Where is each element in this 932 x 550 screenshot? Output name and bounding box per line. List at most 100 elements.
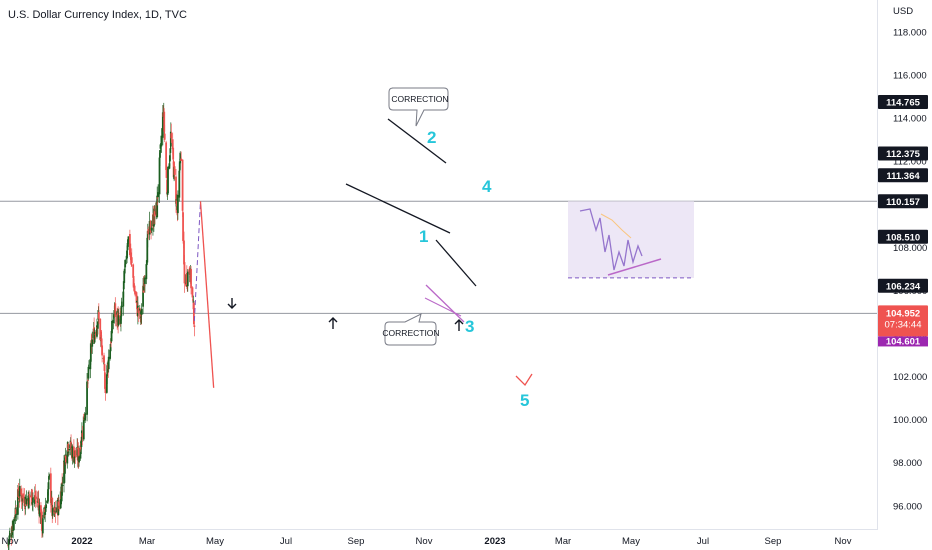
- candle: [44, 511, 47, 523]
- candle: [74, 447, 77, 458]
- time-tick-label: Nov: [416, 536, 433, 547]
- chart-title: U.S. Dollar Currency Index, 1D, TVC: [8, 9, 187, 21]
- candle: [157, 184, 160, 203]
- candle: [15, 504, 17, 516]
- level-tag: [878, 146, 928, 161]
- projection-pattern-box[interactable]: [568, 201, 694, 279]
- candle: [150, 220, 153, 234]
- candle: [47, 480, 50, 496]
- time-tick-label: Jul: [280, 536, 292, 547]
- projected-wave-5-arrowhead: [515, 373, 533, 387]
- candle: [111, 312, 113, 334]
- candle: [91, 331, 94, 354]
- candle: [182, 211, 184, 244]
- candle: [33, 496, 36, 507]
- time-tick-label: Mar: [139, 536, 155, 547]
- candle: [163, 124, 166, 143]
- candle: [61, 476, 64, 496]
- candle: [120, 314, 122, 332]
- candlestick-series: [7, 102, 196, 550]
- price-axis[interactable]: USD 118.000116.000114.000112.000110.0001…: [893, 6, 927, 512]
- wave-label-5[interactable]: 5: [520, 391, 529, 410]
- candle: [12, 518, 15, 539]
- last-price-tag: 104.952 07:34:44 104.601: [878, 305, 928, 347]
- candle: [144, 275, 146, 293]
- candle: [58, 500, 61, 512]
- callout-correction-top[interactable]: CORRECTION: [388, 87, 449, 127]
- time-tick-label: Sep: [348, 536, 365, 547]
- projection-pattern-trendline: [607, 258, 662, 276]
- candle: [107, 349, 110, 373]
- candle: [146, 223, 149, 248]
- time-tick-label: Nov: [835, 536, 852, 547]
- level-tag: [878, 95, 928, 110]
- candle: [84, 406, 87, 421]
- candle: [159, 143, 162, 152]
- candle: [40, 509, 43, 538]
- candle: [176, 190, 179, 220]
- wave-label-3[interactable]: 3: [465, 317, 474, 336]
- candle: [167, 165, 169, 195]
- level-tag-value: 110.157: [886, 197, 920, 208]
- candle: [170, 123, 173, 143]
- candle: [84, 413, 87, 423]
- lower-trendline-parallel[interactable]: [424, 297, 462, 317]
- candle: [28, 490, 31, 497]
- candle: [34, 484, 37, 504]
- trendlines[interactable]: [345, 118, 477, 323]
- price-tick-label: 100.000: [893, 415, 927, 426]
- candle: [156, 197, 159, 206]
- level-tag: [878, 229, 928, 244]
- candle: [35, 490, 38, 507]
- upper-trendline-a[interactable]: [387, 118, 447, 164]
- candle: [161, 104, 164, 146]
- candle: [183, 254, 186, 293]
- wave-label-1[interactable]: 1: [419, 227, 428, 246]
- candle: [103, 352, 105, 364]
- candle: [43, 505, 46, 518]
- candle: [20, 488, 23, 509]
- candle: [160, 128, 163, 153]
- price-tick-label: 118.000: [893, 27, 927, 38]
- lower-trendline[interactable]: [425, 284, 465, 323]
- candle: [114, 297, 117, 327]
- candle: [137, 306, 140, 322]
- callout-correction-bottom[interactable]: CORRECTION: [382, 313, 440, 346]
- time-axis[interactable]: Nov 2022 Mar May Jul Sep Nov 2023 Mar May Jul Sep No…: [2, 536, 852, 547]
- countdown-value: 07:34:44: [885, 319, 922, 330]
- wave-label-4[interactable]: 4: [482, 177, 492, 196]
- candle: [67, 450, 70, 457]
- candle: [158, 152, 161, 203]
- candle: [153, 205, 156, 225]
- candle: [192, 301, 195, 326]
- candle: [190, 266, 192, 295]
- projected-wave-5[interactable]: [199, 201, 215, 388]
- candle: [81, 425, 84, 446]
- level-tag-value: 108.510: [886, 232, 920, 243]
- level-tag-value: 112.375: [886, 149, 921, 160]
- candle: [61, 473, 64, 492]
- candle: [71, 444, 74, 465]
- candle: [25, 490, 28, 506]
- candle: [168, 160, 171, 170]
- upper-trendline-c[interactable]: [435, 239, 477, 287]
- level-tag: [878, 278, 928, 293]
- upper-trendline-b[interactable]: [345, 183, 451, 234]
- projected-wave-4[interactable]: [193, 201, 201, 322]
- level-tag-value: 106.234: [886, 281, 921, 292]
- candle: [86, 380, 89, 388]
- level-tag-value: 111.364: [886, 171, 920, 182]
- time-tick-label: Nov: [2, 536, 19, 547]
- candle: [101, 338, 104, 363]
- candle: [48, 473, 51, 479]
- wave-label-2[interactable]: 2: [427, 128, 436, 147]
- time-tick-label: May: [622, 536, 640, 547]
- projection-pattern-path-faint: [600, 213, 632, 239]
- candle: [122, 287, 125, 316]
- price-axis-currency: USD: [893, 6, 913, 17]
- price-tick-label: 98.000: [893, 458, 922, 469]
- price-tick-label: 112.000: [893, 157, 927, 168]
- candle: [109, 338, 112, 352]
- time-tick-label: Mar: [555, 536, 571, 547]
